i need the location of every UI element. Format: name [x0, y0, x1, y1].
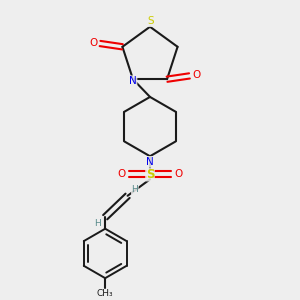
Text: CH₃: CH₃: [97, 290, 113, 298]
Text: S: S: [147, 16, 154, 26]
Text: N: N: [146, 157, 154, 166]
Text: O: O: [117, 169, 125, 179]
Text: O: O: [192, 70, 200, 80]
Text: N: N: [129, 76, 137, 86]
Text: O: O: [175, 169, 183, 179]
Text: H: H: [94, 219, 101, 228]
Text: O: O: [89, 38, 98, 48]
Text: H: H: [131, 185, 138, 194]
Text: S: S: [146, 168, 154, 181]
